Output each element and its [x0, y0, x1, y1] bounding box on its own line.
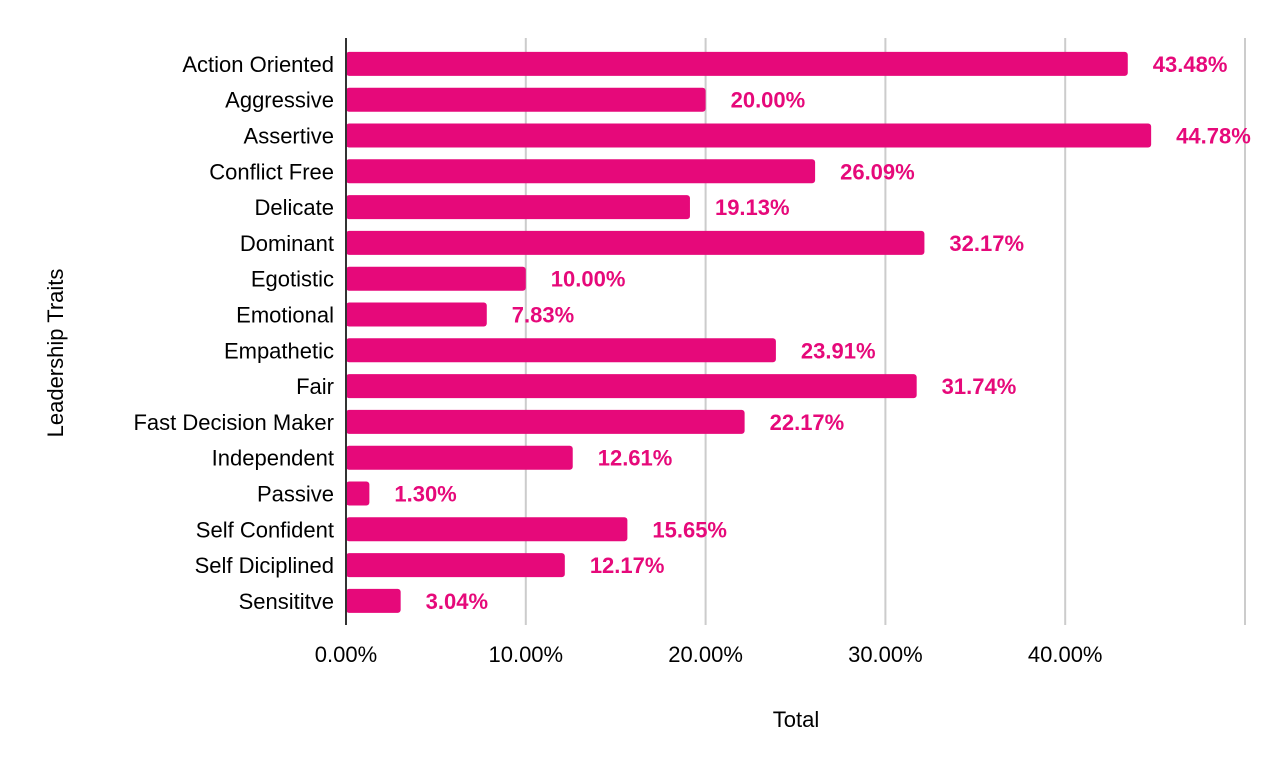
category-label: Passive	[257, 482, 334, 507]
bar	[346, 588, 401, 613]
x-axis-title: Total	[773, 707, 819, 732]
x-tick-label: 30.00%	[848, 642, 923, 667]
category-label: Sensititve	[239, 589, 334, 614]
category-label: Self Diciplined	[195, 553, 334, 578]
category-label: Empathetic	[224, 338, 334, 363]
category-label: Delicate	[255, 195, 334, 220]
data-label: 43.48%	[1153, 52, 1228, 77]
category-label: Aggressive	[225, 88, 334, 113]
bar	[346, 409, 745, 434]
data-label: 31.74%	[942, 374, 1017, 399]
data-label: 26.09%	[840, 159, 915, 184]
bar	[346, 481, 370, 506]
data-label: 10.00%	[551, 267, 626, 292]
y-axis-title: Leadership Traits	[43, 269, 68, 438]
data-label: 12.17%	[590, 553, 665, 578]
bar	[346, 51, 1128, 76]
data-label: 19.13%	[715, 195, 790, 220]
data-label: 23.91%	[801, 338, 876, 363]
bar	[346, 338, 776, 363]
x-tick-label: 20.00%	[668, 642, 743, 667]
category-label: Fast Decision Maker	[133, 410, 334, 435]
data-label: 44.78%	[1176, 124, 1251, 149]
category-label: Conflict Free	[209, 159, 334, 184]
bar	[346, 87, 706, 112]
bar	[346, 266, 526, 291]
x-tick-label: 0.00%	[315, 642, 377, 667]
bar	[346, 123, 1152, 148]
bar	[346, 159, 816, 184]
category-label: Self Confident	[196, 517, 334, 542]
bar	[346, 302, 487, 327]
bar	[346, 230, 925, 255]
category-label: Egotistic	[251, 267, 334, 292]
data-label: 7.83%	[512, 303, 574, 328]
category-label: Action Oriented	[182, 52, 334, 77]
data-label: 12.61%	[598, 446, 673, 471]
bar	[346, 517, 628, 542]
bar	[346, 195, 690, 220]
category-label: Independent	[212, 446, 334, 471]
category-label: Emotional	[236, 303, 334, 328]
data-label: 3.04%	[426, 589, 488, 614]
bar	[346, 445, 573, 470]
labels: 0.00% 10.00% 20.00% 30.00% 40.00% Action Orie…	[133, 52, 1250, 667]
x-tick-label: 40.00%	[1028, 642, 1103, 667]
data-label: 32.17%	[949, 231, 1024, 256]
data-label: 15.65%	[652, 517, 727, 542]
data-label: 22.17%	[770, 410, 845, 435]
category-label: Assertive	[244, 124, 334, 149]
data-label: 20.00%	[731, 88, 806, 113]
bar	[346, 553, 565, 578]
category-label: Dominant	[240, 231, 334, 256]
category-label: Fair	[296, 374, 334, 399]
x-tick-label: 10.00%	[488, 642, 563, 667]
bars	[346, 51, 1152, 613]
data-label: 1.30%	[394, 482, 456, 507]
bar	[346, 374, 917, 399]
